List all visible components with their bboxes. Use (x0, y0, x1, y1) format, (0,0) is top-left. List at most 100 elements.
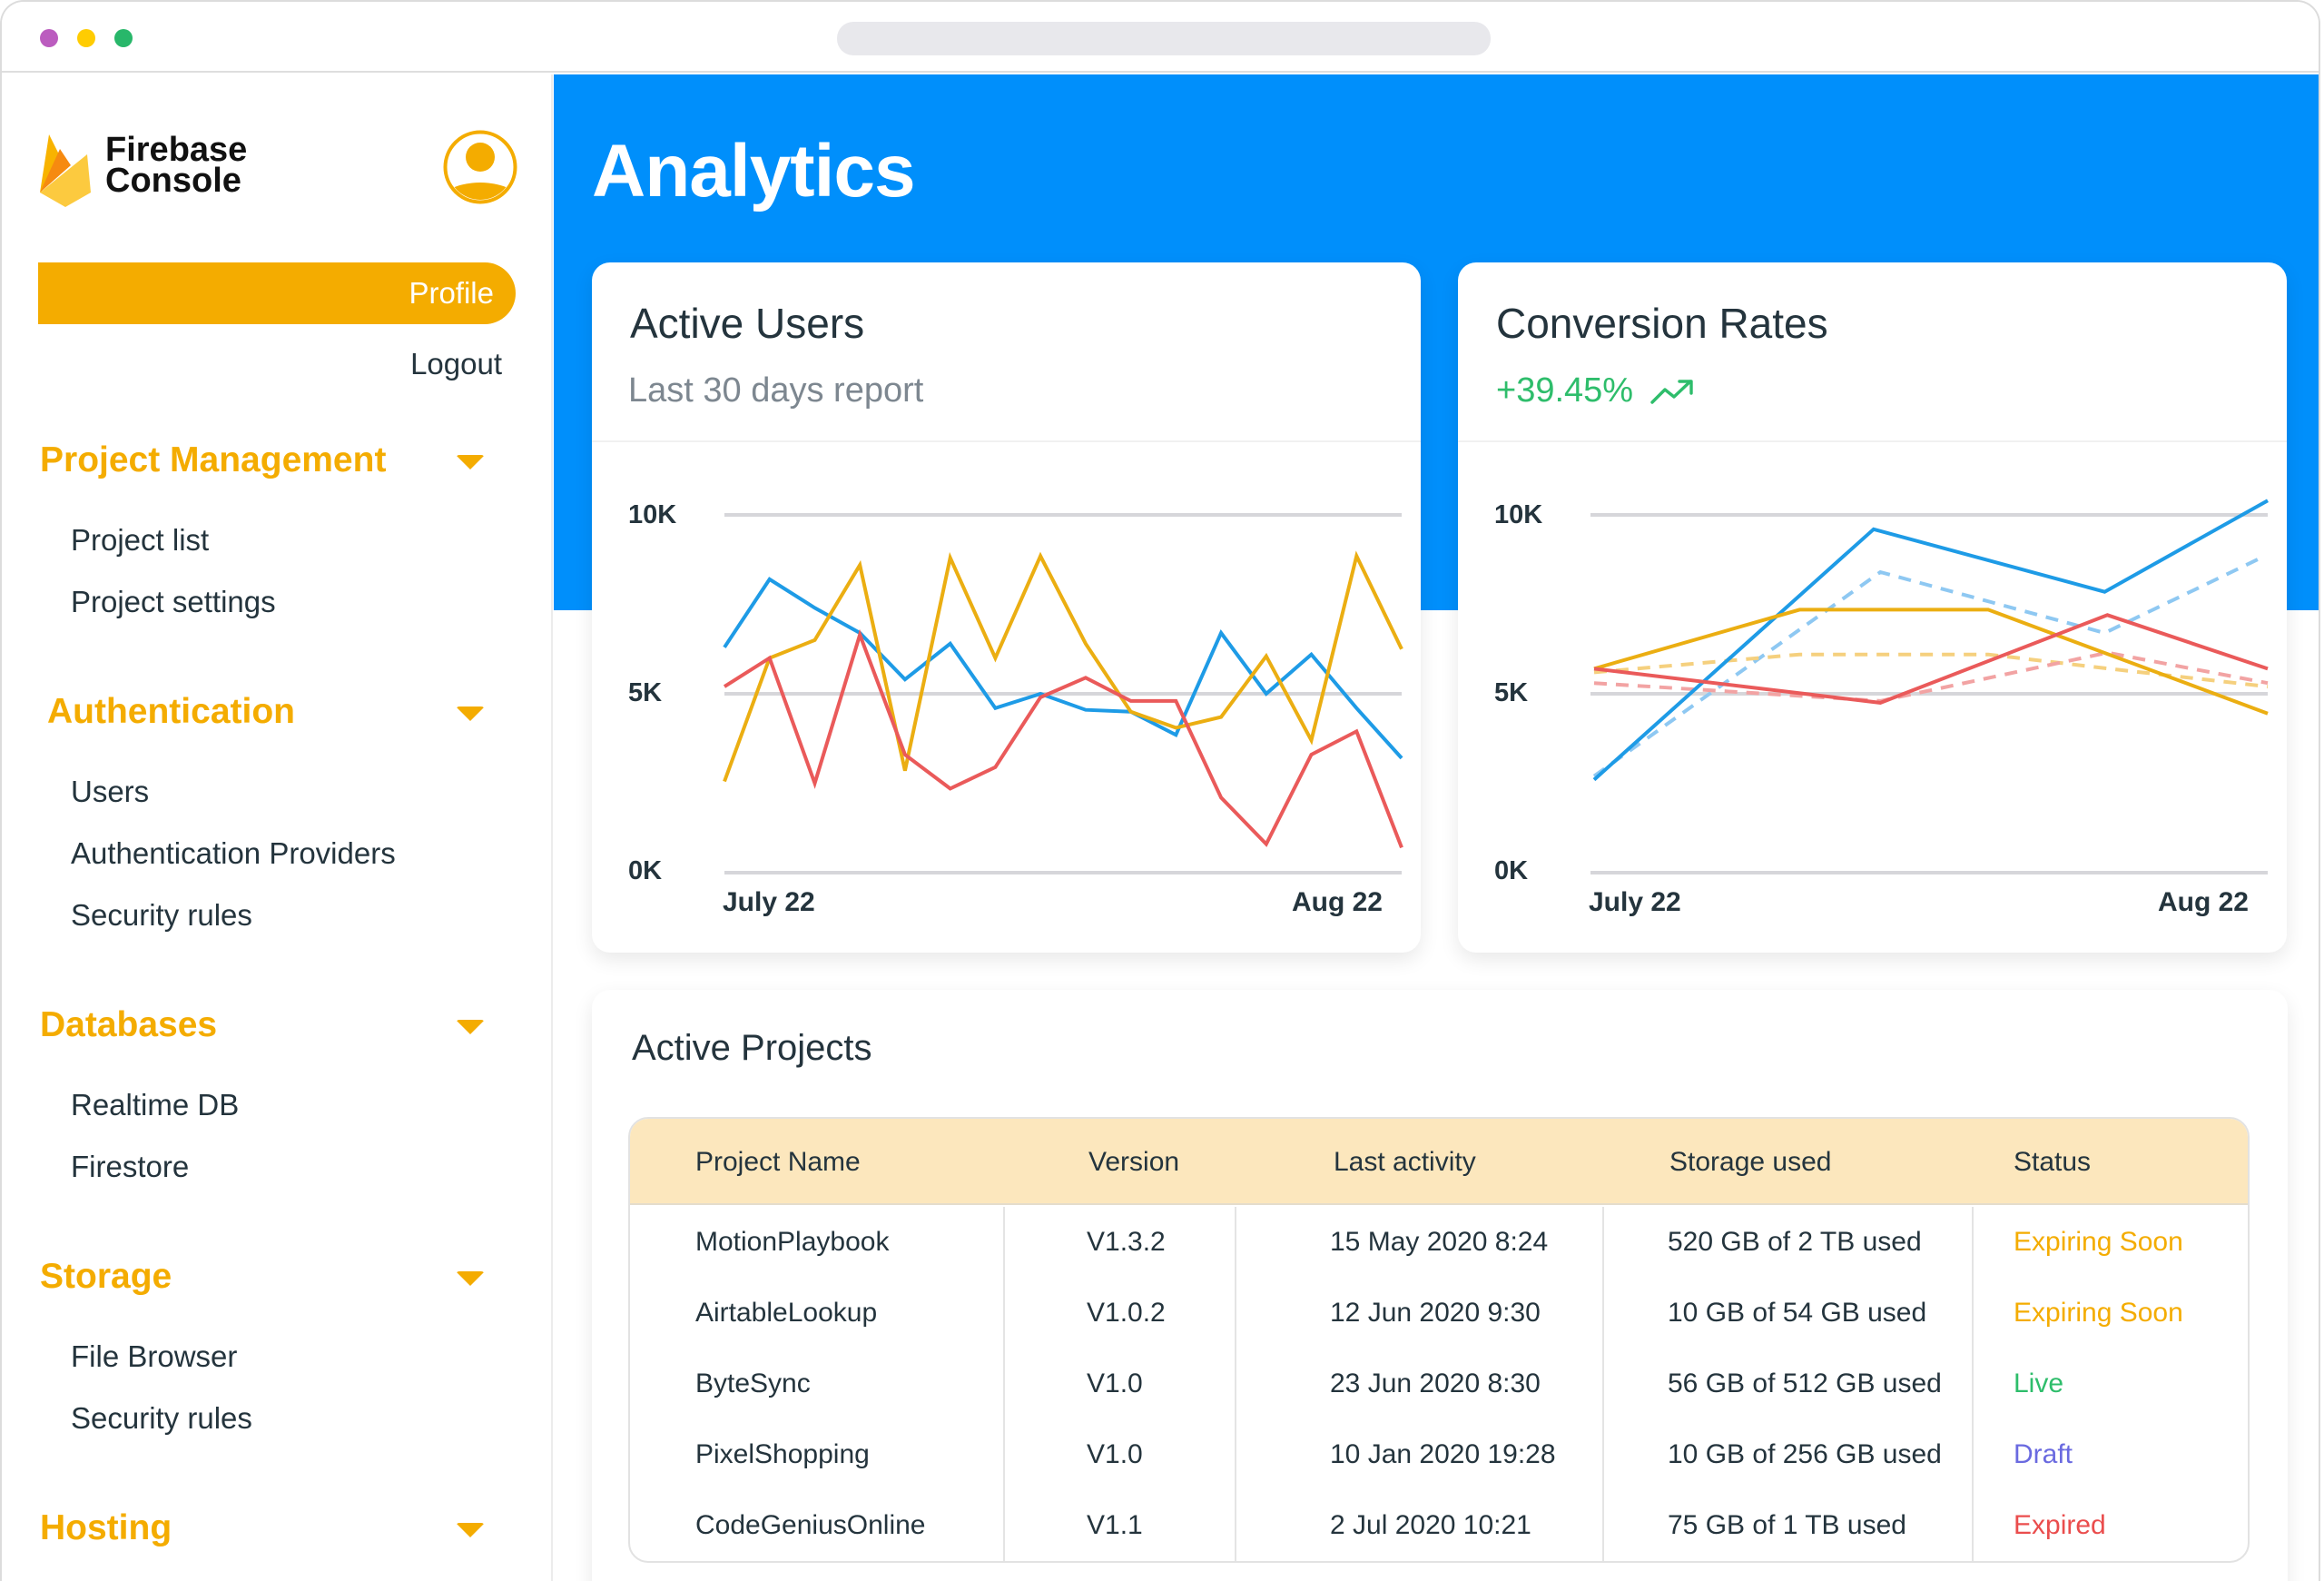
nav-item-realtime-db[interactable]: Realtime DB (71, 1088, 240, 1122)
project-name-cell: CodeGeniusOnline (630, 1490, 1005, 1561)
version-cell: V1.1 (1005, 1490, 1236, 1561)
nav-header-hosting[interactable]: Hosting (2, 1501, 553, 1556)
nav-header-label: Storage (40, 1257, 172, 1296)
caret-down-icon[interactable] (456, 455, 485, 469)
x-tick-label: Aug 22 (2157, 887, 2249, 917)
storage-cell: 56 GB of 512 GB used (1604, 1349, 1974, 1419)
window-maximize-dot-icon[interactable] (114, 29, 133, 47)
column-header-storage-used[interactable]: Storage used (1669, 1147, 1832, 1177)
card-title: Active Projects (632, 1028, 872, 1068)
x-tick-label: July 22 (1589, 887, 1681, 917)
nav-header-label: Project Management (40, 440, 387, 479)
browser-titlebar (2, 2, 2319, 73)
version-cell: V1.3.2 (1005, 1207, 1236, 1278)
nav-item-project-settings[interactable]: Project settings (71, 585, 276, 618)
nav-header-label: Hosting (40, 1508, 172, 1547)
active-users-card: Active Users Last 30 days report 10K 5K … (592, 262, 1421, 953)
address-bar[interactable] (837, 22, 1491, 55)
nav-item-authentication-providers[interactable]: Authentication Providers (71, 836, 396, 870)
status-cell: Live (2014, 1369, 2064, 1398)
table-row[interactable]: AirtableLookup V1.0.2 12 Jun 2020 9:30 10 G… (630, 1278, 2248, 1349)
series-line-red-dashed (1593, 650, 2269, 703)
caret-down-icon[interactable] (456, 707, 485, 721)
nav-section-databases: Databases Realtime DB Firestore (2, 998, 553, 1198)
window-minimize-dot-icon[interactable] (77, 29, 95, 47)
series-line-blue-dashed (1592, 556, 2262, 778)
line-chart-plot (723, 513, 1403, 874)
conversion-change-value: +39.45% (1496, 371, 1634, 410)
active-projects-card: Active Projects Project Name Version Las… (592, 990, 2288, 1581)
column-header-project-name[interactable]: Project Name (695, 1147, 861, 1177)
caret-down-icon[interactable] (456, 1020, 485, 1034)
caret-down-icon[interactable] (456, 1271, 485, 1286)
nav-item-users[interactable]: Users (71, 775, 150, 808)
table-header-row: Project Name Version Last activity Stora… (630, 1119, 2248, 1205)
table-row[interactable]: MotionPlaybook V1.3.2 15 May 2020 8:24 520 … (630, 1207, 2248, 1278)
series-line-yellow (723, 550, 1403, 783)
series-line-blue (723, 577, 1403, 760)
nav-item-file-browser[interactable]: File Browser (71, 1339, 238, 1373)
active-users-chart: 10K 5K 0K July 22 Aug 22 (592, 442, 1421, 951)
series-line-blue (1592, 499, 2269, 782)
storage-cell: 520 GB of 2 TB used (1604, 1207, 1974, 1278)
brand-line-2: Console (105, 162, 241, 200)
trending-up-icon (1649, 380, 1693, 404)
nav-header-storage[interactable]: Storage (2, 1250, 553, 1304)
window-close-dot-icon[interactable] (40, 29, 58, 47)
status-cell: Expiring Soon (2014, 1298, 2183, 1328)
card-title: Conversion Rates (1496, 300, 1828, 347)
table-row[interactable]: ByteSync V1.0 23 Jun 2020 8:30 56 GB of 512… (630, 1349, 2248, 1419)
logout-link[interactable]: Logout (410, 347, 502, 380)
table-row[interactable]: PixelShopping V1.0 10 Jan 2020 19:28 10 GB … (630, 1419, 2248, 1490)
nav-item-storage-security-rules[interactable]: Security rules (71, 1401, 252, 1435)
page-title: Analytics (592, 130, 916, 212)
nav-header-databases[interactable]: Databases (2, 998, 553, 1052)
nav-header-label: Databases (40, 1005, 218, 1044)
table-row[interactable]: CodeGeniusOnline V1.1 2 Jul 2020 10:21 75 G… (630, 1490, 2248, 1561)
profile-button[interactable]: Profile (38, 262, 516, 324)
column-header-last-activity[interactable]: Last activity (1334, 1147, 1476, 1177)
last-activity-cell: 10 Jan 2020 19:28 (1236, 1419, 1604, 1490)
main-content: Analytics Active Users Last 30 days repo… (554, 74, 2319, 1581)
projects-table: Project Name Version Last activity Stora… (628, 1117, 2250, 1563)
line-chart-plot (1590, 499, 2269, 874)
nav-section-project-management: Project Management Project list Project … (2, 433, 553, 633)
y-tick-label: 5K (1494, 678, 1529, 707)
storage-cell: 75 GB of 1 TB used (1604, 1490, 1974, 1561)
y-tick-label: 0K (1494, 856, 1529, 885)
project-name-cell: MotionPlaybook (630, 1207, 1005, 1278)
conversion-rates-card: Conversion Rates +39.45% 10K 5K 0K July … (1458, 262, 2287, 953)
nav-item-project-list[interactable]: Project list (71, 523, 210, 557)
conversion-change: +39.45% (1496, 371, 1696, 410)
x-tick-label: July 22 (723, 887, 815, 917)
storage-cell: 10 GB of 54 GB used (1604, 1278, 1974, 1349)
caret-down-icon[interactable] (456, 1523, 485, 1537)
nav-section-hosting: Hosting (2, 1501, 553, 1556)
status-cell: Draft (2014, 1439, 2073, 1469)
status-cell: Expiring Soon (2014, 1227, 2183, 1257)
divider (1458, 440, 2287, 442)
user-avatar-icon[interactable] (443, 130, 517, 204)
nav-header-project-management[interactable]: Project Management (2, 433, 553, 488)
nav-item-auth-security-rules[interactable]: Security rules (71, 898, 252, 932)
y-tick-label: 10K (628, 500, 677, 529)
x-tick-label: Aug 22 (1291, 887, 1383, 917)
last-activity-cell: 2 Jul 2020 10:21 (1236, 1490, 1604, 1561)
project-name-cell: PixelShopping (630, 1419, 1005, 1490)
nav-header-authentication[interactable]: Authentication (2, 685, 553, 739)
project-name-cell: AirtableLookup (630, 1278, 1005, 1349)
nav-item-firestore[interactable]: Firestore (71, 1150, 190, 1183)
brand-name: Firebase Console (105, 133, 247, 200)
nav-section-authentication: Authentication Users Authentication Prov… (2, 685, 553, 946)
status-cell: Expired (2014, 1510, 2106, 1540)
storage-cell: 10 GB of 256 GB used (1604, 1419, 1974, 1490)
last-activity-cell: 23 Jun 2020 8:30 (1236, 1349, 1604, 1419)
nav-header-label: Authentication (47, 692, 295, 731)
y-tick-label: 0K (628, 856, 663, 885)
column-header-status[interactable]: Status (2014, 1147, 2092, 1177)
y-tick-label: 10K (1494, 500, 1543, 529)
nav-section-storage: Storage File Browser Security rules (2, 1250, 553, 1449)
divider (592, 440, 1421, 442)
column-header-version[interactable]: Version (1088, 1147, 1180, 1177)
